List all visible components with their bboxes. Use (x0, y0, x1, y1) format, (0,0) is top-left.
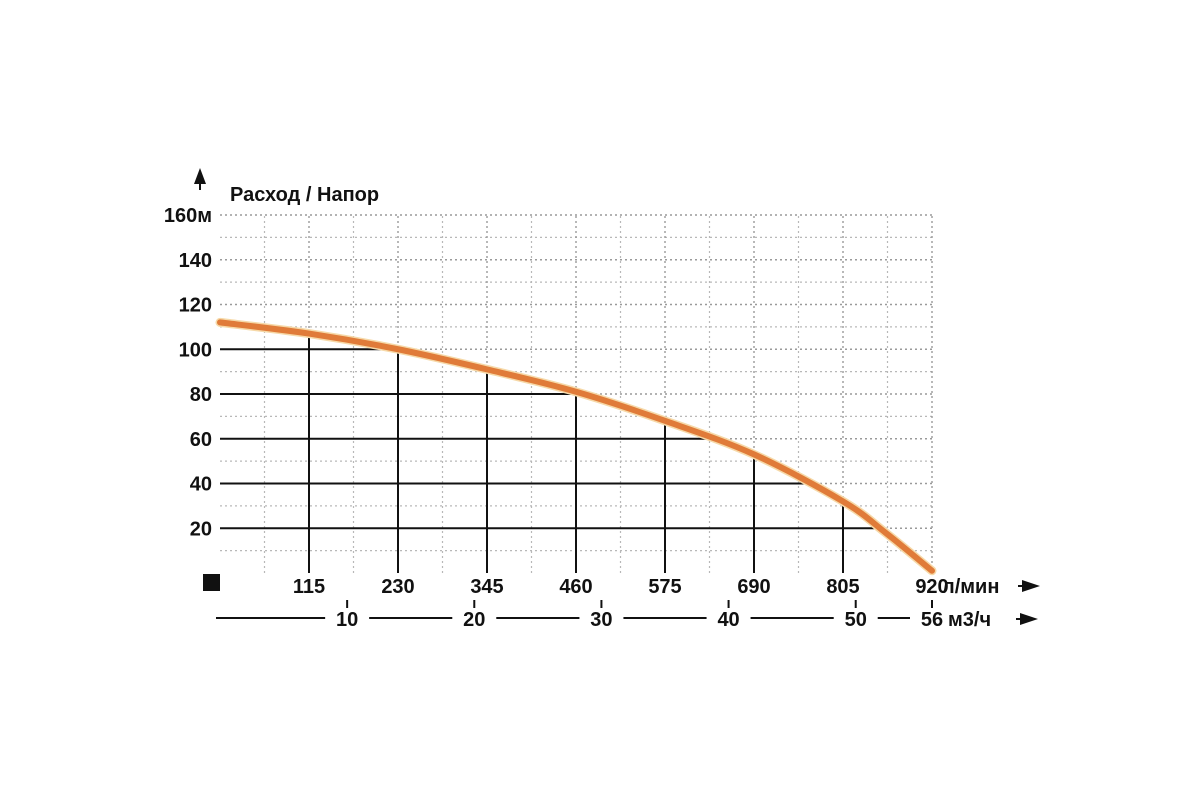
x-tick-label: 230 (381, 576, 414, 598)
x-tick-label: 575 (648, 576, 681, 598)
x-tick-label: 345 (470, 576, 503, 598)
x2-tick-label: 30 (590, 609, 612, 631)
y-tick-label: 120 (179, 295, 212, 317)
series-group (215, 317, 937, 576)
x2-tick-label: 10 (336, 609, 358, 631)
y-axis-arrow-icon (194, 168, 206, 184)
major-grid (220, 333, 880, 573)
y-tick-label: 160м (164, 205, 212, 227)
x-tick-label: 920 (915, 576, 948, 598)
chart-title-group: Расход / Напор (230, 184, 379, 206)
chart-title: Расход / Напор (230, 184, 379, 206)
y-axis: 20 40 60 80 100 120 140 160м (164, 168, 212, 540)
x-axis-arrow-icon (1022, 580, 1040, 592)
y-tick-label: 140 (179, 250, 212, 272)
series-line (217, 319, 935, 574)
x-tick-label: 690 (737, 576, 770, 598)
x2-tick-label: 40 (717, 609, 739, 631)
x2-axis-arrow-icon (1020, 613, 1038, 625)
x2-tick-label: 56 (921, 609, 943, 631)
x-tick-label: 460 (559, 576, 592, 598)
x-tick-label: 805 (826, 576, 859, 598)
x2-tick-label: 50 (845, 609, 867, 631)
y-tick-label: 100 (179, 339, 212, 361)
y-tick-label: 20 (190, 518, 212, 540)
x2-axis: 10 20 30 40 50 56 м3/ч (216, 600, 1038, 631)
origin-marker (203, 574, 220, 591)
y-tick-label: 40 (190, 474, 212, 496)
x-tick-label: 115 (293, 576, 325, 598)
y-tick-label: 80 (190, 384, 212, 406)
x-unit-label: л/мин (942, 576, 999, 598)
x2-unit-label: м3/ч (948, 609, 991, 631)
x2-tick-label: 20 (463, 609, 485, 631)
y-tick-label: 60 (190, 429, 212, 451)
